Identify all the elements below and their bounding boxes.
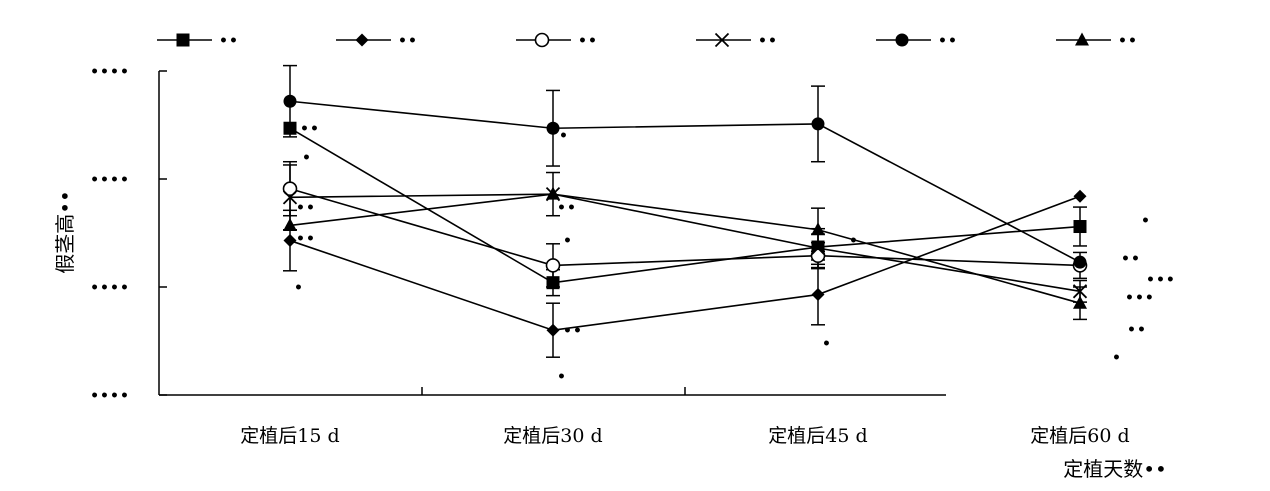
y-tick-label: •••• [90, 280, 130, 296]
legend-marker [895, 33, 909, 47]
annotation-label: •• [557, 200, 577, 216]
annotation-label: •• [1121, 251, 1141, 267]
annotation-label: • [302, 150, 312, 166]
legend-marker [714, 32, 730, 48]
data-point [1072, 284, 1088, 299]
data-point [545, 258, 561, 273]
annotation-label: • [557, 369, 567, 385]
data-point [1073, 189, 1087, 203]
legend-label: •• [1118, 33, 1138, 49]
annotation-label: • [822, 336, 832, 352]
legend-marker [176, 33, 190, 47]
legend: •• •• •• •• •• •• [157, 32, 1138, 49]
y-axis-title: 假茎高•• [53, 190, 77, 274]
data-point [1073, 255, 1087, 269]
series-line [289, 195, 1081, 332]
data-point [1073, 295, 1087, 309]
data-point [1073, 220, 1087, 234]
legend-entry: •• [336, 33, 418, 49]
data-point [811, 117, 825, 131]
series-line [289, 193, 1081, 293]
data-point [283, 94, 297, 108]
legend-entry: •• [516, 32, 598, 49]
series-line [289, 193, 1081, 304]
annotation-label: • [559, 128, 569, 144]
annotation-label: • [1141, 213, 1151, 229]
annotations: ••••••••••••••••••••••••••••• [294, 121, 1176, 385]
x-tick-label: 定植后60 d [1030, 425, 1129, 447]
data-point [283, 234, 297, 248]
data-point [810, 248, 826, 263]
legend-entry: •• [1056, 32, 1138, 49]
legend-label: •• [219, 33, 239, 49]
data-point [283, 217, 297, 231]
axes: ••••••••••••••••定植后15 d 定植后30 d 定植后45 d 定植后… [90, 64, 1130, 447]
series-markers [282, 94, 1088, 337]
data-point [546, 186, 560, 200]
data-point [811, 288, 825, 302]
legend-entry: •• [696, 32, 778, 49]
legend-label: •• [398, 33, 418, 49]
significance-label: •• [563, 323, 583, 339]
data-point [282, 190, 298, 205]
legend-label: •• [758, 33, 778, 49]
legend-entry: •• [157, 33, 239, 49]
y-tick-label: •••• [90, 388, 130, 404]
annotation-label: • [1112, 350, 1122, 366]
x-tick-label: 定植后45 d [768, 425, 867, 447]
x-tick-label: 定植后15 d [240, 425, 339, 447]
annotation-label: •• [296, 231, 316, 247]
series-line [289, 100, 1081, 263]
annotation-label: ••• [1125, 290, 1155, 306]
data-point [282, 181, 298, 197]
data-point [283, 121, 297, 135]
legend-label: •• [938, 33, 958, 49]
series-line [289, 187, 1081, 267]
data-point [546, 121, 560, 135]
legend-label: •• [578, 33, 598, 49]
x-axis-title: 定植天数•• [1063, 457, 1167, 481]
legend-marker [355, 33, 369, 47]
axis-labels: 假茎高•• 定植天数•• [53, 190, 1167, 481]
annotation-label: •• [296, 200, 316, 216]
annotation-label: •• [1127, 322, 1147, 338]
data-point [546, 323, 560, 337]
y-tick-label: •••• [90, 64, 130, 80]
y-tick-label: •••• [90, 172, 130, 188]
x-tick-label: 定植后30 d [503, 425, 602, 447]
significance-label: •• [300, 121, 320, 137]
series-line [289, 127, 1081, 284]
annotation-label: ••• [1146, 272, 1176, 288]
data-point [546, 276, 560, 290]
legend-marker [1075, 32, 1089, 46]
data-point [810, 240, 826, 256]
series-lines [289, 100, 1081, 332]
legend-marker [534, 32, 550, 48]
data-point [811, 222, 825, 236]
legend-entry: •• [876, 33, 958, 49]
annotation-label: • [563, 233, 573, 249]
annotation-label: • [294, 280, 304, 296]
annotation-label: • [849, 233, 859, 249]
